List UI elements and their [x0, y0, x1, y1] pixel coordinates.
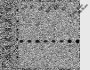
- Ellipse shape: [35, 40, 40, 43]
- FancyBboxPatch shape: [12, 21, 17, 22]
- Text: 35KD: 35KD: [4, 28, 12, 32]
- Text: Rat Brain: Rat Brain: [78, 3, 90, 15]
- FancyBboxPatch shape: [12, 47, 17, 49]
- Text: 20KD: 20KD: [4, 55, 12, 59]
- FancyBboxPatch shape: [12, 56, 17, 58]
- Text: 25KD: 25KD: [4, 46, 12, 50]
- Ellipse shape: [76, 39, 80, 43]
- Text: 55KD: 55KD: [4, 8, 12, 12]
- Ellipse shape: [43, 40, 48, 42]
- Text: HepG2: HepG2: [38, 3, 47, 12]
- Text: Mouse Brain: Mouse Brain: [70, 3, 85, 18]
- Text: HeLa: HeLa: [22, 3, 30, 10]
- Text: 293: 293: [30, 3, 36, 9]
- Ellipse shape: [52, 40, 56, 43]
- Ellipse shape: [19, 40, 23, 43]
- Ellipse shape: [60, 40, 64, 42]
- FancyBboxPatch shape: [12, 29, 17, 31]
- Ellipse shape: [20, 24, 23, 26]
- Text: MCF-7: MCF-7: [62, 3, 71, 12]
- Ellipse shape: [68, 40, 72, 43]
- Text: 30KD: 30KD: [4, 38, 12, 42]
- Ellipse shape: [36, 24, 39, 26]
- Ellipse shape: [28, 24, 31, 26]
- Text: A549: A549: [54, 3, 62, 11]
- FancyBboxPatch shape: [12, 9, 17, 11]
- Ellipse shape: [27, 40, 32, 43]
- Text: NIH/3T3: NIH/3T3: [46, 3, 56, 13]
- Text: 40KD: 40KD: [4, 19, 12, 23]
- FancyBboxPatch shape: [19, 2, 79, 68]
- FancyBboxPatch shape: [12, 39, 17, 40]
